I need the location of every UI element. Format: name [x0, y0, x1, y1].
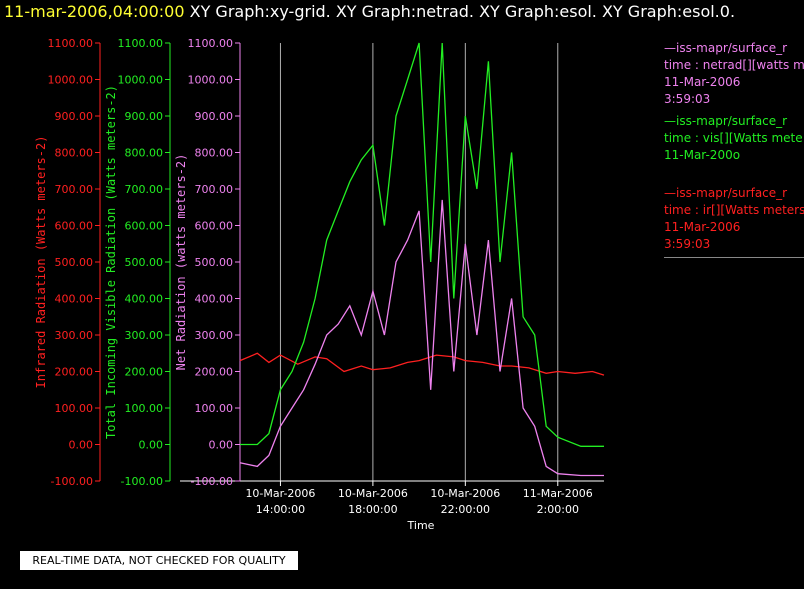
- ir-y-tick-label-12: 1100.00: [48, 37, 94, 50]
- ir-y-tick-label-1: 0.00: [69, 439, 94, 452]
- netrad-y-tick-label-7: 600.00: [195, 220, 234, 233]
- vis-y-tick-label-6: 500.00: [125, 256, 164, 269]
- x-axis-label: Time: [407, 519, 435, 532]
- series-lines: [239, 42, 605, 477]
- vis-y-tick-label-4: 300.00: [125, 329, 164, 342]
- legend-vis-line2: time : vis[][Watts mete: [664, 131, 803, 145]
- legend-ir-line4: 3:59:03: [664, 237, 711, 251]
- netrad-y-tick-label-6: 500.00: [195, 256, 234, 269]
- header-timestamp: 11-mar-2006,04:00:00: [4, 2, 185, 21]
- x-tick-time-0: 14:00:00: [256, 503, 305, 516]
- x-tick-date-0: 10-Mar-2006: [245, 487, 315, 500]
- quality-notice: REAL-TIME DATA, NOT CHECKED FOR QUALITY: [20, 551, 298, 570]
- legend-vis-line1: —iss-mapr/surface_r: [664, 114, 788, 128]
- x-tick-date-2: 10-Mar-2006: [430, 487, 500, 500]
- vis-y-tick-label-11: 1000.00: [118, 74, 164, 87]
- netrad-y-tick-label-12: 1100.00: [188, 37, 234, 50]
- vis-y-tick-label-12: 1100.00: [118, 37, 164, 50]
- ir-y-axis-label: Infrared Radiation (Watts meters-2): [34, 136, 48, 389]
- ir-y-tick-label-10: 900.00: [55, 110, 94, 123]
- netrad-y-tick-label-2: 100.00: [195, 402, 234, 415]
- ir-y-tick-label-8: 700.00: [55, 183, 94, 196]
- vis-y-tick-label-0: -100.00: [121, 475, 163, 488]
- legend-netrad-line1: —iss-mapr/surface_r: [664, 41, 788, 55]
- header-graph-names: XY Graph:xy-grid. XY Graph:netrad. XY Gr…: [189, 2, 736, 21]
- netrad-y-tick-label-8: 700.00: [195, 183, 234, 196]
- vis-y-tick-label-9: 800.00: [125, 147, 164, 160]
- header-bar: 11-mar-2006,04:00:00 XY Graph:xy-grid. X…: [4, 2, 735, 21]
- chart-axes: -100.00 0.00 100.00 200.00 300.00 400.00 500.0…: [34, 37, 604, 488]
- ir-y-tick-label-4: 300.00: [55, 329, 94, 342]
- legend-ir-line3: 11-Mar-2006: [664, 220, 741, 234]
- netrad-y-tick-label-1: 0.00: [209, 439, 234, 452]
- series-ir: [239, 352, 605, 376]
- ir-y-tick-label-0: -100.00: [51, 475, 93, 488]
- ir-y-tick-label-11: 1000.00: [48, 74, 94, 87]
- legend-netrad-line3: 11-Mar-2006: [664, 75, 741, 89]
- ir-y-tick-label-5: 400.00: [55, 293, 94, 306]
- series-netrad: [239, 199, 604, 477]
- vis-y-axis-label: Total Incoming Visible Radiation (Watts …: [104, 85, 118, 439]
- vis-y-tick-label-2: 100.00: [125, 402, 164, 415]
- ir-y-tick-label-6: 500.00: [55, 256, 94, 269]
- x-tick-time-2: 22:00:00: [441, 503, 490, 516]
- legend-divider: [664, 257, 804, 258]
- vis-y-tick-label-5: 400.00: [125, 293, 164, 306]
- legend-ir-line1: —iss-mapr/surface_r: [664, 186, 788, 200]
- vis-y-tick-label-8: 700.00: [125, 183, 164, 196]
- netrad-y-tick-label-9: 800.00: [195, 147, 234, 160]
- netrad-y-tick-label-10: 900.00: [195, 110, 234, 123]
- legend-vis-line4: [664, 164, 804, 181]
- ir-y-tick-label-7: 600.00: [55, 220, 94, 233]
- netrad-y-tick-label-5: 400.00: [195, 293, 234, 306]
- legend-ir-line2: time : ir[][Watts meters: [664, 203, 804, 217]
- x-tick-date-1: 10-Mar-2006: [338, 487, 408, 500]
- x-tick-labels: 10-Mar-2006 14:00:00 10-Mar-2006 18:00:00 10…: [245, 481, 593, 516]
- netrad-y-axis-label: Net Radiation (watts meters-2): [174, 154, 188, 371]
- ir-y-tick-label-9: 800.00: [55, 147, 94, 160]
- legend-netrad-line4: 3:59:03: [664, 92, 711, 106]
- series-vis: [240, 42, 604, 447]
- vis-y-tick-label-3: 200.00: [125, 366, 164, 379]
- netrad-y-tick-label-0: -100.00: [191, 475, 233, 488]
- legend-netrad-line2: time : netrad[][watts m: [664, 58, 804, 72]
- vis-y-tick-label-1: 0.00: [139, 439, 164, 452]
- legend-vis-line3: 11-Mar-200o: [664, 148, 741, 162]
- x-tick-time-3: 2:00:00: [537, 503, 579, 516]
- netrad-y-tick-label-4: 300.00: [195, 329, 234, 342]
- ir-y-tick-label-2: 100.00: [55, 402, 94, 415]
- netrad-y-tick-label-11: 1000.00: [188, 74, 234, 87]
- netrad-y-tick-label-3: 200.00: [195, 366, 234, 379]
- vis-y-tick-label-7: 600.00: [125, 220, 164, 233]
- ir-y-tick-label-3: 200.00: [55, 366, 94, 379]
- x-tick-time-1: 18:00:00: [348, 503, 397, 516]
- x-tick-date-3: 11-Mar-2006: [523, 487, 593, 500]
- vis-y-tick-label-10: 900.00: [125, 110, 164, 123]
